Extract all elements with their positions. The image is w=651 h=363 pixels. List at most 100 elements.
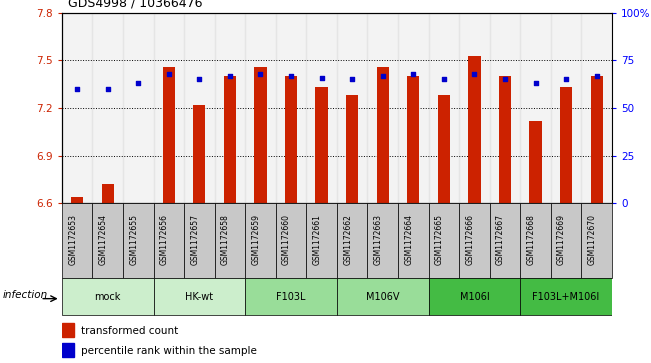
Bar	[123, 13, 154, 203]
Point	[286, 73, 296, 78]
Point	[225, 73, 235, 78]
Point	[378, 73, 388, 78]
Bar	[337, 278, 428, 315]
Text: F103L: F103L	[276, 292, 306, 302]
Bar	[437, 95, 450, 203]
Text: GSM1172665: GSM1172665	[435, 215, 444, 265]
Text: GSM1172662: GSM1172662	[343, 215, 352, 265]
Bar	[307, 13, 337, 203]
Bar	[224, 76, 236, 203]
Text: GDS4998 / 10366476: GDS4998 / 10366476	[68, 0, 203, 9]
Bar	[62, 278, 154, 315]
Text: M106V: M106V	[366, 292, 400, 302]
Bar	[102, 184, 114, 203]
Bar	[468, 56, 480, 203]
Bar	[255, 67, 267, 203]
Text: mock: mock	[94, 292, 121, 302]
Text: GSM1172660: GSM1172660	[282, 215, 291, 265]
Text: GSM1172659: GSM1172659	[251, 215, 260, 265]
Bar	[215, 13, 245, 203]
Text: GSM1172657: GSM1172657	[190, 215, 199, 265]
Text: GSM1172670: GSM1172670	[588, 215, 597, 265]
Bar	[551, 13, 581, 203]
Bar	[62, 13, 92, 203]
Text: F103L+M106I: F103L+M106I	[533, 292, 600, 302]
Point	[592, 73, 602, 78]
Text: GSM1172669: GSM1172669	[557, 215, 566, 265]
Bar	[184, 13, 215, 203]
Bar	[551, 203, 581, 278]
Text: GSM1172653: GSM1172653	[68, 215, 77, 265]
Bar	[581, 203, 612, 278]
Text: GSM1172663: GSM1172663	[374, 215, 383, 265]
Bar	[367, 13, 398, 203]
Bar	[428, 13, 459, 203]
Bar	[184, 203, 215, 278]
Bar	[92, 203, 123, 278]
Text: infection: infection	[3, 290, 48, 300]
Bar	[581, 13, 612, 203]
Bar	[62, 203, 92, 278]
Bar	[490, 13, 520, 203]
Bar	[154, 278, 245, 315]
Text: GSM1172666: GSM1172666	[465, 215, 475, 265]
Bar	[407, 76, 419, 203]
Point	[347, 77, 357, 82]
Bar	[276, 13, 307, 203]
Text: GSM1172654: GSM1172654	[99, 215, 107, 265]
Bar	[245, 278, 337, 315]
Point	[102, 86, 113, 92]
Point	[408, 71, 419, 77]
Point	[500, 77, 510, 82]
Point	[72, 86, 82, 92]
Bar	[245, 13, 276, 203]
Bar	[316, 87, 327, 203]
Text: GSM1172664: GSM1172664	[404, 215, 413, 265]
Text: M106I: M106I	[460, 292, 490, 302]
Bar	[337, 203, 367, 278]
Bar	[193, 105, 206, 203]
Text: GSM1172668: GSM1172668	[527, 215, 536, 265]
Text: GSM1172658: GSM1172658	[221, 215, 230, 265]
Bar	[499, 76, 511, 203]
Bar	[529, 121, 542, 203]
Bar	[215, 203, 245, 278]
Bar	[123, 203, 154, 278]
Point	[469, 71, 480, 77]
Bar	[520, 278, 612, 315]
Point	[163, 71, 174, 77]
Bar	[337, 13, 367, 203]
Bar	[459, 13, 490, 203]
Text: GSM1172656: GSM1172656	[159, 215, 169, 265]
Text: GSM1172667: GSM1172667	[496, 215, 505, 265]
Point	[255, 71, 266, 77]
Bar	[245, 203, 276, 278]
Bar	[560, 87, 572, 203]
Bar	[285, 76, 297, 203]
Bar	[92, 13, 123, 203]
Bar	[154, 203, 184, 278]
Bar	[276, 203, 307, 278]
Bar	[62, 343, 74, 357]
Bar	[428, 278, 520, 315]
Text: GSM1172661: GSM1172661	[312, 215, 322, 265]
Bar	[367, 203, 398, 278]
Bar	[590, 76, 603, 203]
Point	[561, 77, 572, 82]
Bar	[398, 13, 428, 203]
Text: percentile rank within the sample: percentile rank within the sample	[81, 346, 257, 356]
Text: transformed count: transformed count	[81, 326, 178, 336]
Text: HK-wt: HK-wt	[186, 292, 214, 302]
Bar	[163, 67, 175, 203]
Bar	[346, 95, 358, 203]
Bar	[520, 13, 551, 203]
Point	[439, 77, 449, 82]
Point	[133, 80, 143, 86]
Bar	[154, 13, 184, 203]
Bar	[307, 203, 337, 278]
Point	[316, 74, 327, 80]
Bar	[520, 203, 551, 278]
Bar	[62, 323, 74, 338]
Bar	[490, 203, 520, 278]
Point	[194, 77, 204, 82]
